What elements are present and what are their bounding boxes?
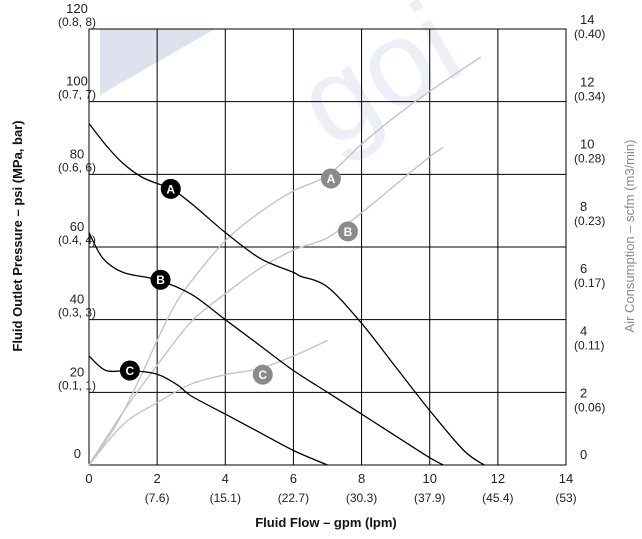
y-axis-title: Fluid Outlet Pressure – psi (MPa, bar) [10, 120, 25, 351]
y-tick-sublabel: (0.1, 1) [58, 378, 96, 392]
y-tick-label: 20 [70, 364, 84, 379]
y-right-tick-label: 8 [580, 199, 587, 214]
air-curve-a [88, 56, 482, 466]
y-tick-label: 40 [70, 292, 84, 307]
x-tick-sublabel: (15.1) [210, 491, 241, 505]
y-right-tick-label: 14 [580, 12, 594, 27]
y-tick-sublabel: (0.6, 6) [58, 160, 96, 174]
y-right-tick-sublabel: (0.34) [574, 89, 605, 103]
pressure-curve-badge-a [160, 178, 181, 199]
x-tick-label: 6 [290, 471, 297, 486]
x-tick-label: 4 [222, 471, 229, 486]
air-curve-badge-a [320, 168, 341, 189]
air-curve-b [88, 146, 444, 466]
y-tick-label: 100 [66, 74, 88, 89]
y-right-tick-sublabel: (0.23) [574, 214, 605, 228]
y-tick-sublabel: (0.8, 8) [58, 15, 96, 29]
y-right-tick-label: 0 [580, 447, 587, 462]
x-tick-sublabel: (30.3) [346, 491, 377, 505]
x-tick-label: 10 [422, 471, 436, 486]
x-tick-sublabel: (37.9) [414, 491, 445, 505]
y-tick-label: 0 [74, 446, 81, 461]
y-right-tick-label: 4 [580, 323, 587, 338]
y-tick-sublabel: (0.3, 3) [58, 306, 96, 320]
pressure-curve-label-b: B [156, 273, 165, 287]
pressure-curve-badge-c [119, 360, 140, 381]
watermark-text: goi [276, 0, 482, 173]
air-curve-c [88, 339, 328, 466]
x-tick-sublabel: (45.4) [482, 491, 513, 505]
pressure-curve-b [88, 232, 444, 466]
y-right-tick-label: 2 [580, 386, 587, 401]
pressure-curve-c [88, 355, 328, 466]
y-right-tick-sublabel: (0.06) [574, 401, 605, 415]
x-tick-label: 14 [559, 471, 573, 486]
y-tick-label: 60 [70, 219, 84, 234]
y-right-tick-sublabel: (0.11) [574, 338, 604, 352]
x-axis-title: Fluid Flow – gpm (lpm) [255, 515, 397, 530]
air-curve-label-c: C [258, 368, 267, 382]
air-curve-label-a: A [327, 172, 336, 186]
y-tick-sublabel: (0.4, 4) [58, 233, 96, 247]
pressure-curves [88, 123, 485, 466]
y-tick-sublabel: (0.7, 7) [58, 88, 96, 102]
x-tick-label: 8 [358, 471, 365, 486]
y-tick-label: 80 [70, 146, 84, 161]
x-tick-label: 2 [154, 471, 161, 486]
y-tick-label: 120 [66, 1, 88, 16]
y-right-tick-label: 6 [580, 261, 587, 276]
y-right-tick-label: 12 [580, 74, 594, 89]
air-curve-badge-b [337, 221, 358, 242]
curve-labels: A B C A B C [119, 168, 358, 385]
y-right-tick-sublabel: (0.40) [574, 27, 605, 41]
y-right-tick-sublabel: (0.17) [574, 276, 605, 290]
pressure-curve-badge-b [150, 269, 171, 290]
pressure-curve-a [88, 123, 485, 466]
x-tick-label: 12 [491, 471, 505, 486]
y-right-tick-label: 10 [580, 137, 594, 152]
x-tick-sublabel: (53) [555, 491, 576, 505]
y-right-tick-sublabel: (0.28) [574, 152, 605, 166]
air-consumption-curves [88, 56, 482, 466]
y-axis-right-title: Air Consumption – scfm (m3/min) [622, 140, 637, 333]
air-curve-badge-c [252, 364, 273, 385]
x-tick-label: 0 [85, 471, 92, 486]
x-tick-sublabel: (7.6) [145, 491, 170, 505]
air-curve-label-b: B [344, 225, 353, 239]
pressure-curve-label-a: A [166, 182, 175, 196]
tick-labels: 0 2 (7.6) 4 (15.1) 6 (22.7) 8 (30.3) 10 (37.9) 12 (4… [58, 1, 605, 505]
x-tick-sublabel: (22.7) [278, 491, 309, 505]
pressure-curve-label-c: C [126, 364, 135, 378]
